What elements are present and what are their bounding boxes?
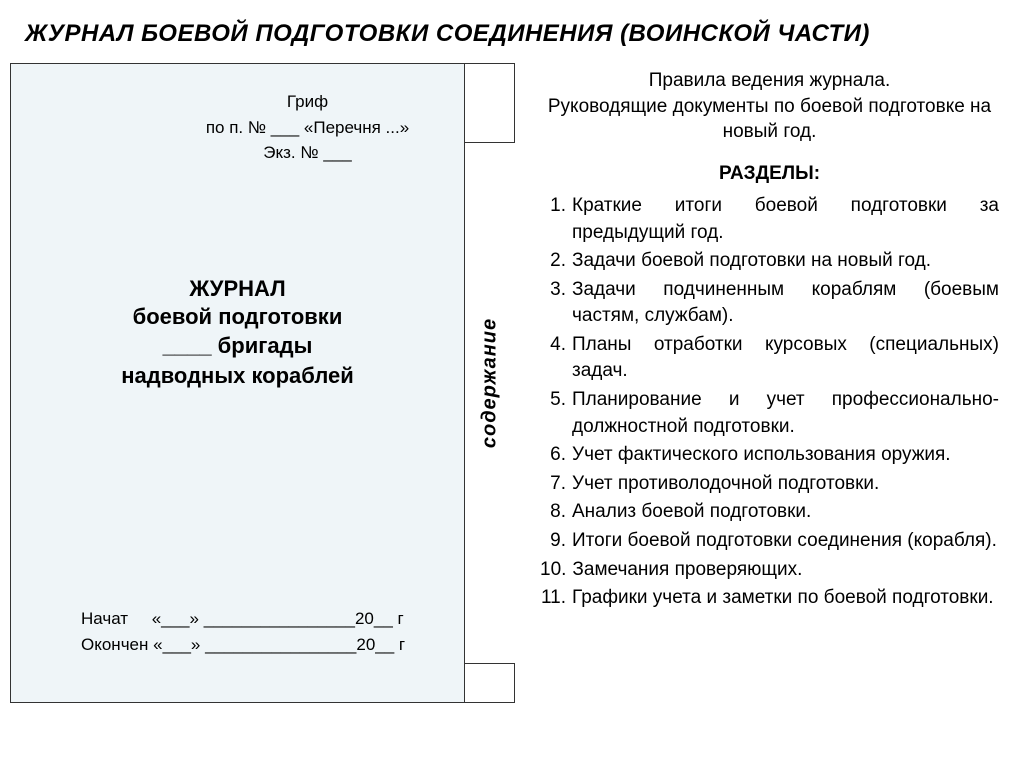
journal-subtitle-1: боевой подготовки — [41, 302, 434, 332]
section-item: 8.Анализ боевой подготовки. — [540, 499, 999, 526]
section-text: Учет противолодочной подготовки. — [572, 471, 999, 498]
section-number: 5. — [540, 387, 572, 414]
section-text: Анализ боевой подготовки. — [572, 499, 999, 526]
book-binding: содержание — [465, 63, 515, 703]
binding-top-tab — [465, 63, 515, 143]
section-number: 8. — [540, 499, 572, 526]
section-item: 5.Планирование и учет профессионально-до… — [540, 387, 999, 440]
section-text: Планы отработки курсовых (специальных) з… — [572, 332, 999, 385]
section-number: 7. — [540, 471, 572, 498]
section-number: 10. — [540, 557, 572, 584]
sections-list: 1.Краткие итоги боевой подготовки за пре… — [540, 193, 999, 612]
section-item: 11.Графики учета и заметки по боевой под… — [540, 585, 999, 612]
section-item: 9.Итоги боевой подготовки соединения (ко… — [540, 528, 999, 555]
section-text: Задачи боевой подготовки на новый год. — [572, 248, 999, 275]
section-number: 9. — [540, 528, 572, 555]
binding-bottom-tab — [465, 663, 515, 703]
grif-line-3: Экз. № ___ — [181, 140, 434, 166]
section-item: 6.Учет фактического использования оружия… — [540, 442, 999, 469]
section-item: 10.Замечания проверяющих. — [540, 557, 999, 584]
grif-line-2: по п. № ___ «Перечня ...» — [181, 115, 434, 141]
content-area: Гриф по п. № ___ «Перечня ...» Экз. № __… — [0, 63, 1024, 703]
section-text: Замечания проверяющих. — [572, 557, 999, 584]
binding-label: содержание — [479, 318, 502, 448]
journal-subtitle-2: ____ бригады — [41, 331, 434, 361]
contents-panel: Правила ведения журнала. Руководящие док… — [515, 63, 1014, 614]
section-item: 3.Задачи подчиненным кораблям (боевым ча… — [540, 277, 999, 330]
page-title: ЖУРНАЛ БОЕВОЙ ПОДГОТОВКИ СОЕДИНЕНИЯ (ВОИ… — [0, 0, 1024, 63]
section-item: 2.Задачи боевой подготовки на новый год. — [540, 248, 999, 275]
journal-cover: Гриф по п. № ___ «Перечня ...» Экз. № __… — [10, 63, 465, 703]
section-text: Задачи подчиненным кораблям (боевым част… — [572, 277, 999, 330]
journal-title-block: ЖУРНАЛ боевой подготовки ____ бригады на… — [41, 276, 434, 391]
section-number: 2. — [540, 248, 572, 275]
section-item: 1.Краткие итоги боевой подготовки за пре… — [540, 193, 999, 246]
section-text: Итоги боевой подготовки соединения (кора… — [572, 528, 999, 555]
date-started: Начат «___» ________________20__ г — [81, 606, 434, 632]
rules-line-2: Руководящие документы по боевой подготов… — [540, 94, 999, 145]
journal-subtitle-3: надводных кораблей — [41, 361, 434, 391]
date-ended: Окончен «___» ________________20__ г — [81, 632, 434, 658]
grif-line-1: Гриф — [181, 89, 434, 115]
section-number: 11. — [540, 585, 572, 612]
rules-heading: Правила ведения журнала. Руководящие док… — [540, 68, 999, 145]
section-number: 1. — [540, 193, 572, 220]
section-number: 4. — [540, 332, 572, 359]
rules-line-1: Правила ведения журнала. — [540, 68, 999, 94]
section-item: 7.Учет противолодочной подготовки. — [540, 471, 999, 498]
section-number: 3. — [540, 277, 572, 304]
sections-label: РАЗДЕЛЫ: — [540, 163, 999, 185]
section-text: Учет фактического использования оружия. — [572, 442, 999, 469]
section-number: 6. — [540, 442, 572, 469]
section-item: 4.Планы отработки курсовых (специальных)… — [540, 332, 999, 385]
classification-block: Гриф по п. № ___ «Перечня ...» Экз. № __… — [181, 89, 434, 166]
dates-block: Начат «___» ________________20__ г Оконч… — [81, 606, 434, 657]
section-text: Графики учета и заметки по боевой подгот… — [572, 585, 999, 612]
section-text: Планирование и учет профессионально-долж… — [572, 387, 999, 440]
journal-title-word: ЖУРНАЛ — [41, 276, 434, 302]
section-text: Краткие итоги боевой подготовки за преды… — [572, 193, 999, 246]
